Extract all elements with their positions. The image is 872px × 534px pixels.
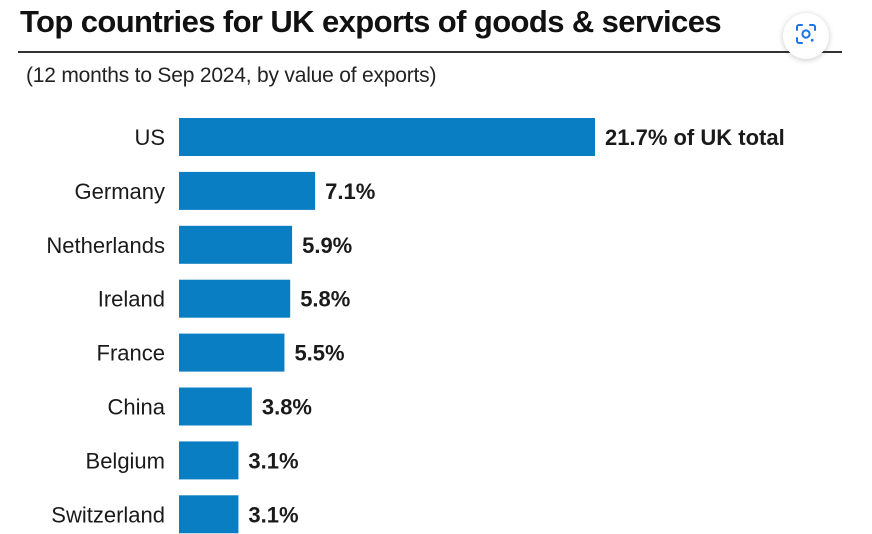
chart-title: Top countries for UK exports of goods & … xyxy=(20,4,722,39)
chart-subtitle: (12 months to Sep 2024, by value of expo… xyxy=(26,64,437,87)
value-label-ireland: 5.8% xyxy=(300,287,350,312)
category-label-netherlands: Netherlands xyxy=(46,233,165,258)
value-label-china: 3.8% xyxy=(262,395,312,420)
bar-switzerland xyxy=(179,495,239,534)
image-search-button[interactable] xyxy=(783,13,829,59)
category-label-ireland: Ireland xyxy=(98,287,165,312)
category-label-france: France xyxy=(97,341,165,366)
bar-ireland xyxy=(179,279,291,318)
value-label-switzerland: 3.1% xyxy=(248,502,298,527)
value-label-france: 5.5% xyxy=(294,341,344,366)
bar-netherlands xyxy=(179,225,293,264)
value-label-netherlands: 5.9% xyxy=(302,233,352,258)
category-label-belgium: Belgium xyxy=(86,448,165,473)
bar-us xyxy=(179,118,595,156)
title-divider xyxy=(18,51,842,53)
value-label-us: 21.7% of UK total xyxy=(605,125,785,150)
category-label-china: China xyxy=(108,395,166,420)
bar-belgium xyxy=(179,441,239,480)
bar-france xyxy=(179,333,285,372)
value-label-germany: 7.1% xyxy=(325,179,375,204)
value-label-belgium: 3.1% xyxy=(248,448,298,473)
google-lens-icon xyxy=(794,22,818,51)
category-label-us: US xyxy=(134,125,165,150)
bar-china xyxy=(179,387,252,426)
category-label-switzerland: Switzerland xyxy=(51,502,165,527)
category-label-germany: Germany xyxy=(75,179,165,204)
bar-germany xyxy=(179,171,316,210)
